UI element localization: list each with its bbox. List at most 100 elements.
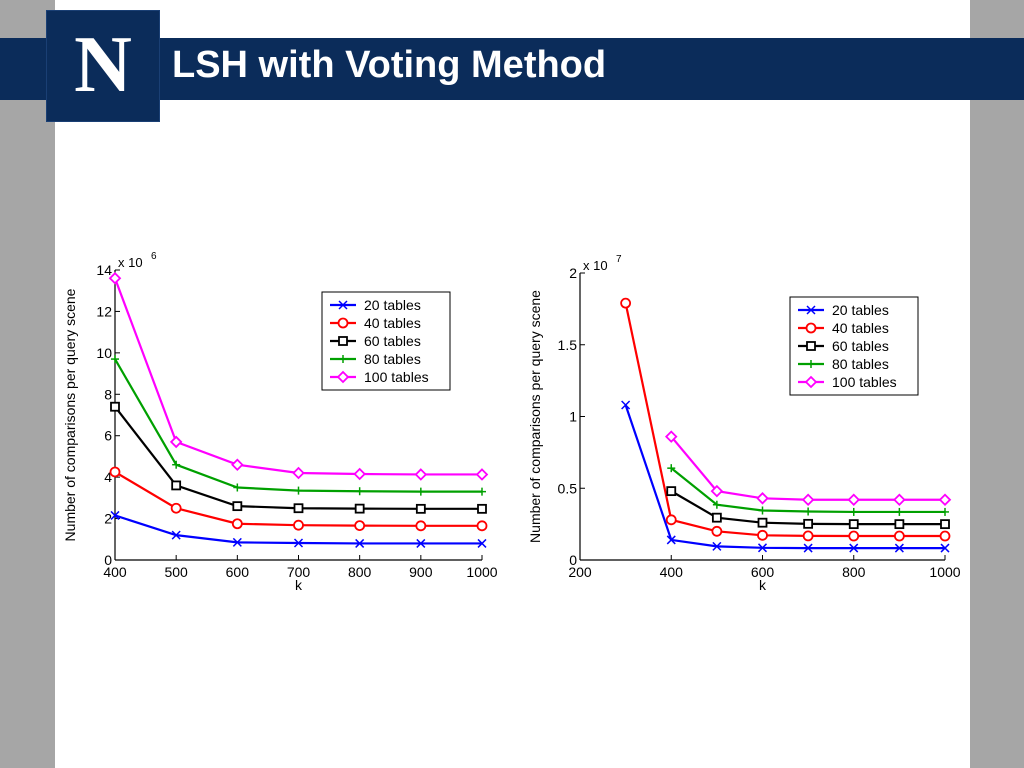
- data-point: [293, 503, 304, 514]
- data-point: [711, 512, 722, 523]
- y-tick-label: 0.5: [558, 480, 578, 496]
- legend-label: 40 tables: [832, 320, 889, 336]
- data-point: [667, 464, 676, 473]
- data-point: [414, 468, 428, 481]
- y-tick-label: 1.5: [558, 337, 578, 353]
- data-point: [354, 520, 366, 532]
- legend-marker: [806, 341, 816, 351]
- y-tick-label: 0: [569, 552, 577, 568]
- data-point: [803, 543, 813, 553]
- legend-marker: [338, 300, 348, 310]
- logo-letter: N: [74, 21, 132, 109]
- data-point: [475, 468, 489, 481]
- y-axis-label: Number of comparisons per query scene: [527, 290, 543, 543]
- data-point: [109, 466, 121, 478]
- data-point: [108, 272, 122, 285]
- legend-label: 60 tables: [364, 333, 421, 349]
- legend-marker: [336, 370, 350, 384]
- data-point: [803, 518, 814, 529]
- legend-marker: [339, 355, 347, 363]
- x-tick-label: 600: [751, 564, 775, 580]
- data-point: [849, 507, 858, 516]
- x-tick-label: 800: [842, 564, 866, 580]
- y-tick-label: 2: [569, 265, 577, 281]
- x-tick-label: 400: [103, 564, 127, 580]
- data-point: [664, 430, 678, 443]
- legend-label: 80 tables: [832, 356, 889, 372]
- data-point: [171, 530, 181, 540]
- data-point: [666, 535, 676, 545]
- x-tick-label: 1000: [466, 564, 497, 580]
- legend-label: 100 tables: [832, 374, 897, 390]
- data-point: [712, 541, 722, 551]
- data-point: [893, 493, 906, 507]
- data-point: [169, 435, 183, 449]
- series-line: [624, 302, 945, 538]
- title-bar: [0, 38, 1024, 100]
- data-point: [757, 529, 768, 541]
- x-axis-label: k: [759, 577, 767, 593]
- data-point: [353, 467, 366, 481]
- data-point: [757, 517, 768, 528]
- data-point: [894, 519, 905, 530]
- data-point: [712, 500, 721, 509]
- data-point: [940, 543, 950, 553]
- x-axis-label: k: [295, 577, 303, 593]
- legend-label: 20 tables: [832, 302, 889, 318]
- legend-label: 100 tables: [364, 369, 429, 385]
- data-point: [756, 492, 769, 505]
- chart-right: 200 400 600 800 1000 0 0.5 1 1.5 2 x 10 7 k Number of…: [527, 254, 961, 593]
- exponent-value: 7: [616, 254, 622, 265]
- data-point: [416, 487, 425, 496]
- data-point: [294, 486, 303, 495]
- y-tick-label: 4: [104, 469, 112, 485]
- y-tick-label: 2: [104, 511, 112, 527]
- data-point: [416, 538, 426, 548]
- legend-marker: [804, 375, 818, 389]
- y-tick-label: 6: [104, 428, 112, 444]
- y-tick-label: 1: [569, 409, 577, 425]
- x-tick-label: 1000: [929, 564, 960, 580]
- legend-label: 20 tables: [364, 297, 421, 313]
- data-point: [711, 525, 723, 537]
- legend-label: 80 tables: [364, 351, 421, 367]
- data-point: [478, 487, 486, 496]
- data-point: [620, 297, 632, 309]
- data-point: [893, 530, 905, 542]
- data-point: [757, 543, 768, 553]
- x-tick-label: 200: [568, 564, 592, 580]
- legend-label: 40 tables: [364, 315, 421, 331]
- data-point: [621, 400, 631, 410]
- data-point: [293, 538, 304, 548]
- y-tick-label: 12: [96, 303, 112, 319]
- data-point: [231, 518, 243, 530]
- data-point: [665, 514, 677, 526]
- x-tick-label: 400: [660, 564, 684, 580]
- series-line: [624, 404, 945, 550]
- data-point: [848, 519, 859, 530]
- data-point: [355, 487, 364, 496]
- legend-marker: [805, 322, 817, 334]
- legend-marker: [338, 336, 348, 346]
- legend-marker: [806, 305, 816, 315]
- exponent-value: 6: [151, 251, 157, 262]
- x-tick-label: 700: [287, 564, 311, 580]
- legend-marker: [337, 317, 349, 329]
- data-point: [666, 486, 677, 497]
- data-point: [292, 466, 305, 480]
- y-axis-label: Number of comparisons per query scene: [62, 288, 78, 541]
- slide-title: LSH with Voting Method: [172, 44, 607, 86]
- data-point: [848, 530, 860, 542]
- y-tick-label: 0: [104, 552, 112, 568]
- x-tick-label: 900: [409, 564, 433, 580]
- data-point: [232, 501, 243, 512]
- data-point: [354, 503, 365, 514]
- data-point: [170, 502, 182, 514]
- data-point: [293, 519, 304, 531]
- data-point: [710, 484, 724, 498]
- data-point: [476, 520, 488, 532]
- data-point: [939, 530, 951, 542]
- data-point: [232, 537, 242, 547]
- data-point: [894, 543, 904, 553]
- data-point: [415, 503, 426, 514]
